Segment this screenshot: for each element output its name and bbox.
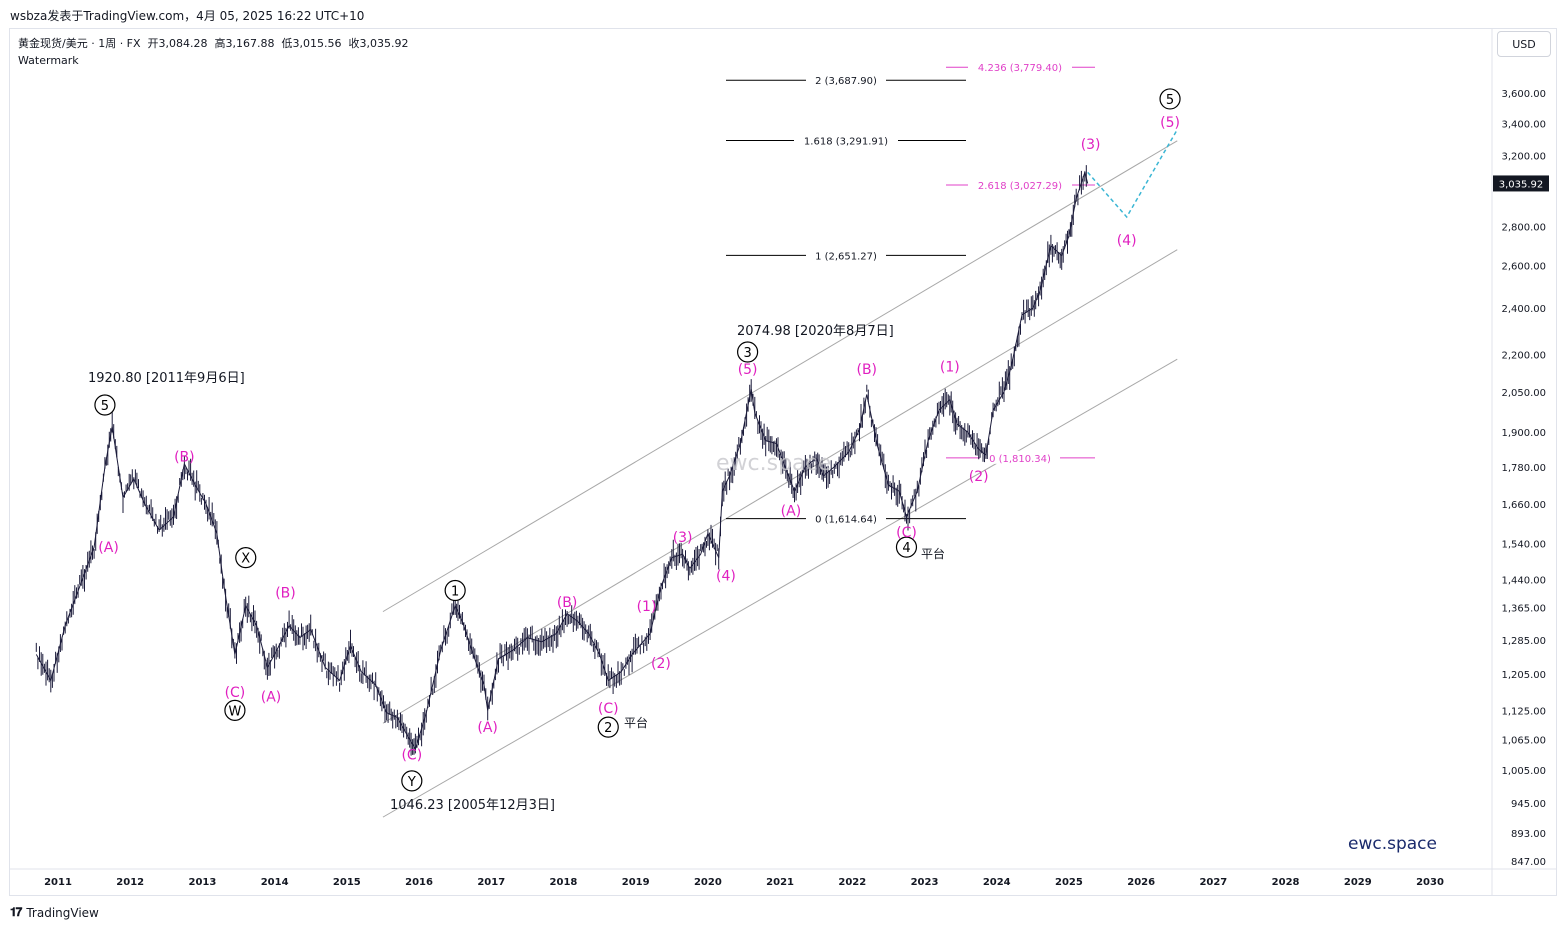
low-value: 3,015.56: [292, 37, 342, 50]
publish-header: wsbza发表于TradingView.com，4月 05, 2025 16:2…: [0, 0, 1565, 28]
currency-selector[interactable]: USD: [1497, 31, 1551, 57]
low-label: 低: [281, 37, 293, 50]
high-value: 3,167.88: [225, 37, 275, 50]
open-label: 开: [147, 37, 159, 50]
symbol-legend: 黄金现货/美元 · 1周 · FX 开3,084.28 高3,167.88 低3…: [18, 35, 408, 69]
tradingview-logo-icon: 𝟏𝟕: [10, 905, 22, 919]
high-label: 高: [214, 37, 226, 50]
watermark-label: Watermark: [18, 54, 79, 67]
publish-info: wsbza发表于TradingView.com，4月 05, 2025 16:2…: [10, 9, 365, 23]
tradingview-footer[interactable]: 𝟏𝟕 TradingView: [10, 905, 99, 920]
symbol-name[interactable]: 黄金现货/美元 · 1周 · FX: [18, 37, 141, 50]
chart-panel[interactable]: [9, 28, 1557, 896]
close-value: 3,035.92: [359, 37, 409, 50]
close-label: 收: [348, 37, 360, 50]
open-value: 3,084.28: [158, 37, 208, 50]
footer-brand: TradingView: [26, 905, 99, 920]
